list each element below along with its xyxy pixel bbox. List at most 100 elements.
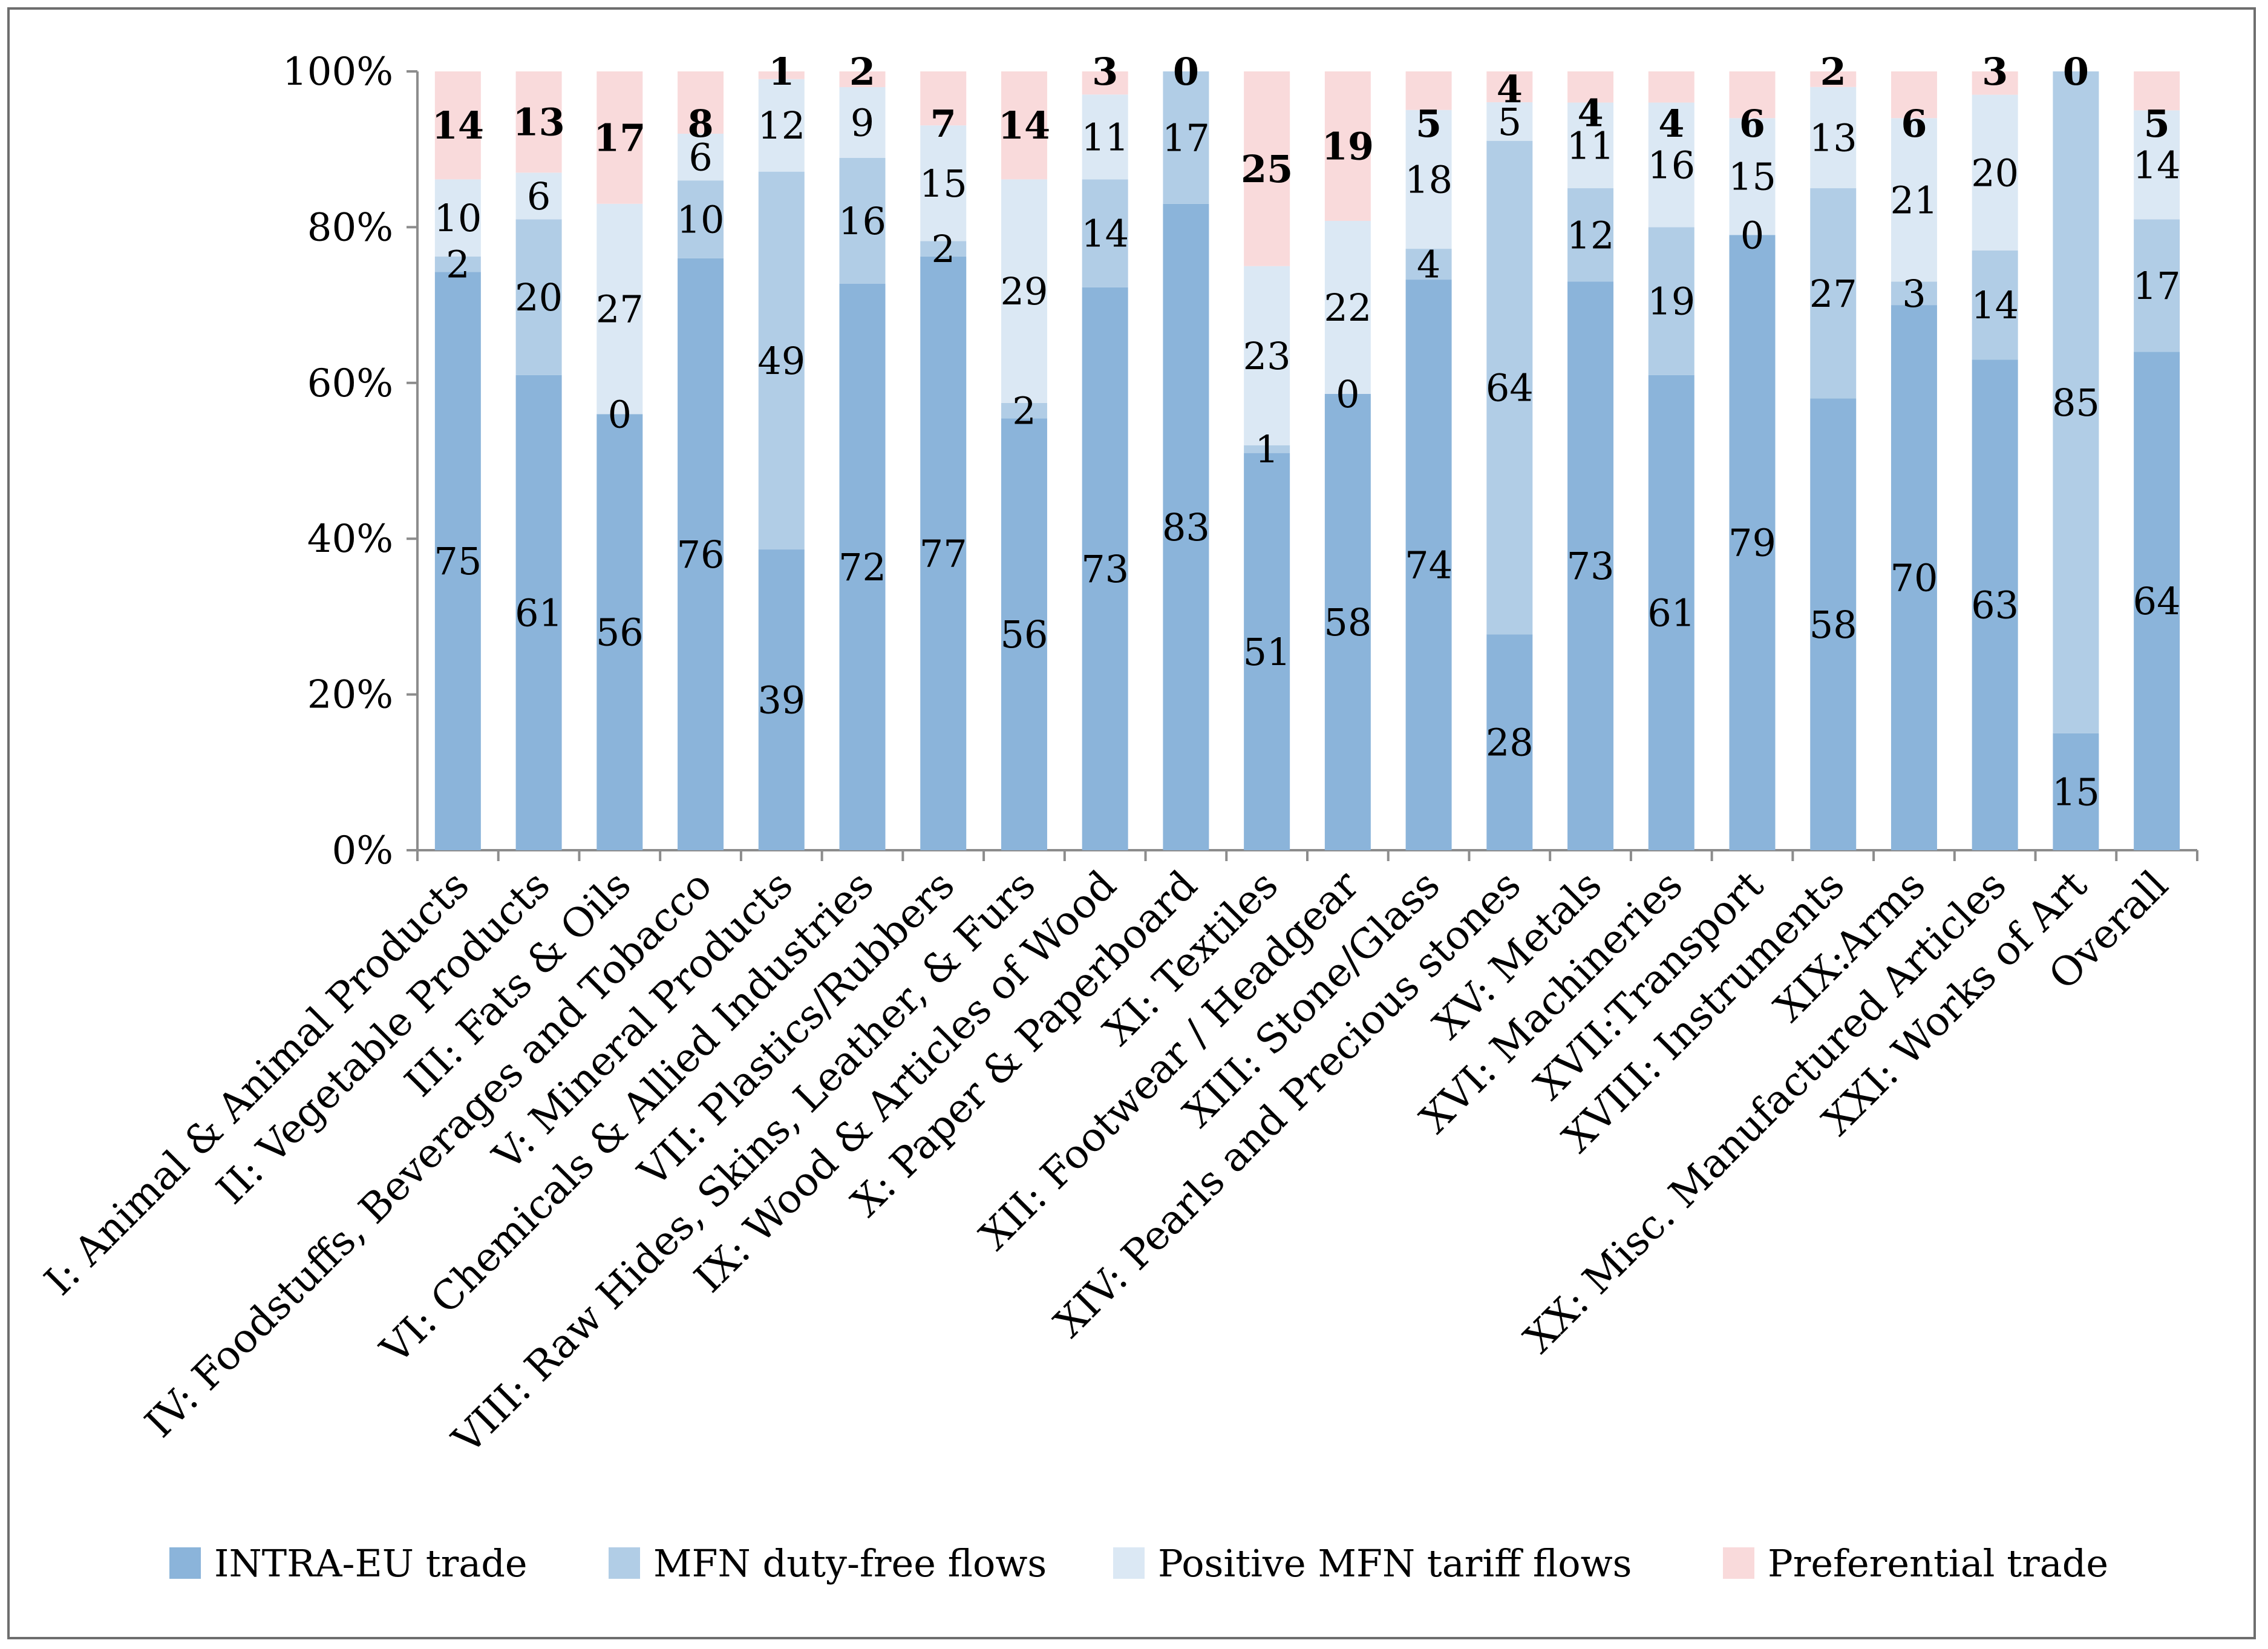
bar-value-label: 6 (688, 136, 712, 180)
bar-segment (1405, 249, 1452, 280)
bar-segment (1486, 71, 1533, 102)
bar-segment (1810, 398, 1857, 850)
x-category-label: IV: Foodstuffs, Beverages and Tobacco (136, 862, 721, 1446)
bar-segment (515, 375, 562, 850)
bar-value-label: 17 (593, 116, 645, 160)
legend: INTRA-EU trade MFN duty-free flows Positiv… (169, 1541, 2108, 1585)
bar-value-label: 4 (1497, 67, 1523, 111)
legend-swatch (609, 1547, 640, 1579)
bar-value-label: 73 (1567, 544, 1615, 588)
bar-segment (678, 258, 724, 850)
bar-segment (758, 171, 805, 550)
bar-value-label: 14 (432, 103, 484, 148)
bar-value-label: 0 (1173, 50, 1199, 94)
bar-value-label: 6 (527, 174, 551, 218)
value-labels: 7521014612061356027177610683949121721692… (432, 50, 2181, 814)
bar-value-label: 70 (1891, 556, 1938, 600)
bar-value-label: 6 (1901, 102, 1927, 146)
bar-segment (515, 172, 562, 220)
bar-value-label: 17 (2133, 264, 2181, 308)
bar-segment (1810, 71, 1857, 87)
bar-value-label: 0 (2063, 50, 2089, 94)
bar-segment (678, 133, 724, 181)
bar-value-label: 4 (1417, 243, 1440, 287)
bar-segment (1972, 251, 2018, 360)
bar-segment (1648, 375, 1694, 850)
bar-value-label: 8 (687, 102, 713, 146)
bar-value-label: 56 (1001, 612, 1048, 657)
bar-value-label: 58 (1809, 603, 1857, 647)
bar-value-label: 64 (2133, 579, 2181, 623)
bar-segment (1001, 402, 1047, 419)
bar-value-label: 2 (932, 227, 955, 271)
bar-segment (1244, 453, 1290, 850)
bar-segment (1567, 71, 1614, 103)
bar-value-label: 20 (515, 275, 563, 320)
bars (434, 71, 2180, 851)
bar-segment (2134, 71, 2180, 111)
bar-value-label: 14 (1971, 283, 2019, 327)
bar-value-label: 58 (1324, 600, 1371, 644)
bar-segment (434, 71, 481, 180)
bar-value-label: 12 (757, 103, 805, 148)
bar-value-label: 61 (1647, 591, 1695, 635)
bar-value-label: 2 (1012, 389, 1036, 433)
bar-segment (515, 219, 562, 375)
bar-value-label: 22 (1324, 286, 1371, 330)
bar-value-label: 14 (2133, 143, 2181, 187)
bar-value-label: 1 (1255, 427, 1278, 471)
legend-swatch (1723, 1547, 1754, 1579)
bar-segment (1244, 445, 1290, 453)
bar-segment (1891, 118, 1937, 282)
bar-value-label: 19 (1322, 125, 1374, 169)
bar-segment (839, 71, 886, 87)
bar-value-label: 10 (677, 198, 725, 242)
bar-segment (1486, 102, 1533, 141)
bar-value-label: 74 (1405, 543, 1453, 588)
bar-value-label: 3 (1902, 272, 1926, 316)
bar-segment (1648, 102, 1694, 228)
legend-label: Preferential trade (1768, 1541, 2108, 1585)
bar-segment (2134, 219, 2180, 352)
bar-value-label: 21 (1891, 178, 1938, 222)
bar-value-label: 49 (757, 339, 805, 383)
bar-segment (920, 241, 967, 257)
bar-value-label: 14 (998, 103, 1050, 148)
legend-swatch (1113, 1547, 1145, 1579)
bar-segment (2134, 352, 2180, 850)
bar-value-label: 2 (1820, 50, 1846, 94)
bar-value-label: 83 (1162, 505, 1210, 549)
bar-segment (1486, 634, 1533, 850)
bar-value-label: 11 (1567, 123, 1615, 168)
bar-value-label: 13 (1809, 116, 1857, 160)
bar-value-label: 20 (1971, 151, 2019, 195)
bar-value-label: 27 (1809, 272, 1857, 316)
bar-value-label: 14 (1081, 212, 1129, 256)
bar-segment (1324, 71, 1371, 221)
bar-value-label: 29 (1001, 269, 1048, 313)
bar-value-label: 63 (1971, 583, 2019, 628)
bar-value-label: 4 (1658, 102, 1684, 146)
bar-segment (434, 272, 481, 850)
bar-segment (1001, 71, 1047, 180)
bar-segment (1648, 227, 1694, 375)
bar-segment (1729, 118, 1776, 235)
bar-segment (515, 71, 562, 173)
bar-segment (1567, 281, 1614, 850)
bar-value-label: 61 (515, 591, 563, 635)
bar-value-label: 75 (434, 539, 482, 583)
bar-value-label: 25 (1241, 147, 1293, 191)
bar-segment (1244, 71, 1290, 266)
bar-segment (1405, 71, 1452, 110)
bar-value-label: 51 (1243, 630, 1291, 674)
bar-segment (1891, 281, 1937, 306)
bar-segment (1810, 87, 1857, 189)
bar-value-label: 72 (838, 545, 886, 589)
bar-value-label: 77 (920, 531, 967, 575)
bar-segment (1082, 179, 1128, 287)
bar-segment (920, 71, 967, 126)
bar-value-label: 12 (1567, 213, 1615, 257)
bar-value-label: 2 (446, 243, 469, 287)
bar-segment (1567, 102, 1614, 189)
